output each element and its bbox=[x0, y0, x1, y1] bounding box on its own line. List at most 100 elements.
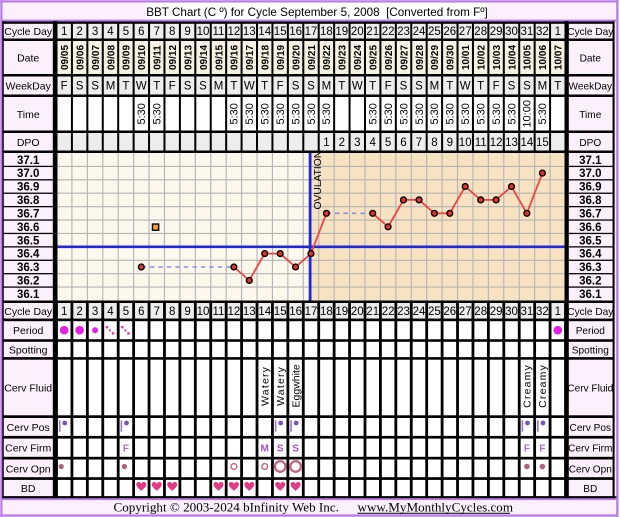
svg-text:S: S bbox=[91, 81, 99, 93]
svg-text:28: 28 bbox=[474, 26, 487, 38]
svg-text:Period: Period bbox=[13, 325, 44, 337]
svg-text:5:30: 5:30 bbox=[398, 103, 410, 124]
svg-text:20: 20 bbox=[351, 306, 364, 318]
svg-text:09/17: 09/17 bbox=[245, 45, 256, 70]
svg-text:21: 21 bbox=[366, 26, 379, 38]
svg-text:Cycle Day: Cycle Day bbox=[4, 26, 53, 38]
svg-text:Cerv Firm: Cerv Firm bbox=[5, 443, 51, 455]
svg-text:F: F bbox=[277, 81, 284, 93]
svg-text:25: 25 bbox=[428, 26, 441, 38]
svg-text:23: 23 bbox=[397, 306, 410, 318]
svg-text:S: S bbox=[415, 81, 423, 93]
svg-text:09/05: 09/05 bbox=[60, 45, 71, 70]
svg-text:16: 16 bbox=[289, 306, 302, 318]
svg-text:24: 24 bbox=[413, 26, 426, 38]
svg-text:13: 13 bbox=[243, 306, 256, 318]
svg-text:17: 17 bbox=[305, 306, 318, 318]
svg-text:24: 24 bbox=[413, 306, 426, 318]
svg-text:5:30: 5:30 bbox=[491, 103, 503, 124]
svg-text:30: 30 bbox=[505, 306, 518, 318]
svg-text:5: 5 bbox=[123, 26, 129, 38]
svg-text:S: S bbox=[508, 81, 516, 93]
svg-text:W: W bbox=[136, 81, 147, 93]
svg-text:S: S bbox=[199, 81, 207, 93]
svg-text:7: 7 bbox=[416, 137, 422, 149]
svg-text:09/08: 09/08 bbox=[106, 45, 117, 70]
svg-text:11: 11 bbox=[213, 306, 225, 318]
svg-text:S: S bbox=[76, 81, 84, 93]
svg-text:09/19: 09/19 bbox=[276, 45, 287, 70]
svg-text:29: 29 bbox=[490, 26, 503, 38]
svg-text:6: 6 bbox=[400, 137, 406, 149]
svg-text:15: 15 bbox=[274, 26, 287, 38]
svg-text:T: T bbox=[446, 81, 453, 93]
svg-text:T: T bbox=[153, 81, 160, 93]
svg-text:10: 10 bbox=[459, 137, 472, 149]
svg-text:Spotting: Spotting bbox=[9, 345, 48, 357]
svg-text:W: W bbox=[352, 81, 363, 93]
svg-text:36.3: 36.3 bbox=[579, 262, 601, 274]
svg-text:Watery: Watery bbox=[275, 366, 287, 406]
svg-text:36.2: 36.2 bbox=[17, 276, 39, 288]
svg-text:2: 2 bbox=[339, 137, 345, 149]
svg-text:5: 5 bbox=[123, 306, 129, 318]
svg-text:F: F bbox=[61, 81, 68, 93]
svg-text:09/12: 09/12 bbox=[168, 45, 179, 70]
svg-text:5:30: 5:30 bbox=[321, 103, 333, 124]
svg-text:www.MyMonthlyCycles.com: www.MyMonthlyCycles.com bbox=[358, 499, 514, 514]
svg-text:7: 7 bbox=[154, 26, 160, 38]
svg-text:8: 8 bbox=[169, 306, 175, 318]
svg-text:36.6: 36.6 bbox=[17, 222, 39, 234]
svg-text:10/06: 10/06 bbox=[538, 45, 549, 70]
svg-text:09/29: 09/29 bbox=[430, 45, 441, 70]
svg-text:22: 22 bbox=[382, 26, 395, 38]
svg-text:Cerv Fluid: Cerv Fluid bbox=[567, 384, 613, 395]
svg-text:T: T bbox=[477, 81, 484, 93]
svg-text:S: S bbox=[523, 81, 531, 93]
svg-text:09/09: 09/09 bbox=[122, 45, 133, 70]
svg-text:M: M bbox=[261, 443, 269, 454]
svg-text:F: F bbox=[123, 443, 129, 454]
svg-text:1: 1 bbox=[323, 137, 329, 149]
svg-text:15: 15 bbox=[536, 137, 549, 149]
svg-text:5:30: 5:30 bbox=[506, 103, 518, 124]
svg-text:36.8: 36.8 bbox=[579, 195, 602, 207]
svg-text:Cycle Day: Cycle Day bbox=[4, 306, 53, 318]
svg-text:13: 13 bbox=[505, 137, 518, 149]
svg-text:4: 4 bbox=[107, 26, 114, 38]
svg-text:09/07: 09/07 bbox=[91, 45, 102, 70]
svg-text:BBT Chart (C º) for Cycle Sept: BBT Chart (C º) for Cycle September 5, 2… bbox=[146, 6, 488, 19]
svg-text:27: 27 bbox=[459, 26, 472, 38]
svg-text:7: 7 bbox=[154, 306, 160, 318]
svg-text:M: M bbox=[322, 81, 332, 93]
svg-text:19: 19 bbox=[335, 306, 348, 318]
svg-text:WeekDay: WeekDay bbox=[6, 81, 52, 93]
svg-text:18: 18 bbox=[320, 26, 333, 38]
svg-text:5:30: 5:30 bbox=[429, 103, 441, 124]
svg-text:5:30: 5:30 bbox=[460, 103, 472, 124]
svg-text:M: M bbox=[430, 81, 440, 93]
svg-text:37.1: 37.1 bbox=[579, 155, 602, 167]
svg-text:37.0: 37.0 bbox=[17, 168, 39, 180]
svg-text:F: F bbox=[169, 81, 176, 93]
svg-text:T: T bbox=[369, 81, 376, 93]
svg-text:12: 12 bbox=[228, 306, 241, 318]
svg-text:09/25: 09/25 bbox=[369, 45, 380, 70]
svg-text:WeekDay: WeekDay bbox=[569, 82, 614, 93]
svg-text:31: 31 bbox=[521, 306, 534, 318]
svg-text:36.7: 36.7 bbox=[579, 208, 601, 220]
svg-text:36.5: 36.5 bbox=[579, 235, 602, 247]
svg-text:DPO: DPO bbox=[579, 138, 601, 149]
svg-text:F: F bbox=[493, 81, 500, 93]
svg-text:10: 10 bbox=[197, 306, 210, 318]
svg-text:5:30: 5:30 bbox=[275, 103, 287, 124]
svg-text:Time: Time bbox=[17, 109, 40, 121]
svg-text:5:30: 5:30 bbox=[306, 103, 318, 124]
svg-text:26: 26 bbox=[443, 306, 456, 318]
svg-text:W: W bbox=[244, 81, 255, 93]
svg-text:23: 23 bbox=[397, 26, 410, 38]
svg-text:8: 8 bbox=[169, 26, 175, 38]
svg-text:5:30: 5:30 bbox=[244, 103, 256, 124]
svg-text:5:30: 5:30 bbox=[290, 103, 302, 124]
svg-text:Date: Date bbox=[17, 53, 39, 65]
